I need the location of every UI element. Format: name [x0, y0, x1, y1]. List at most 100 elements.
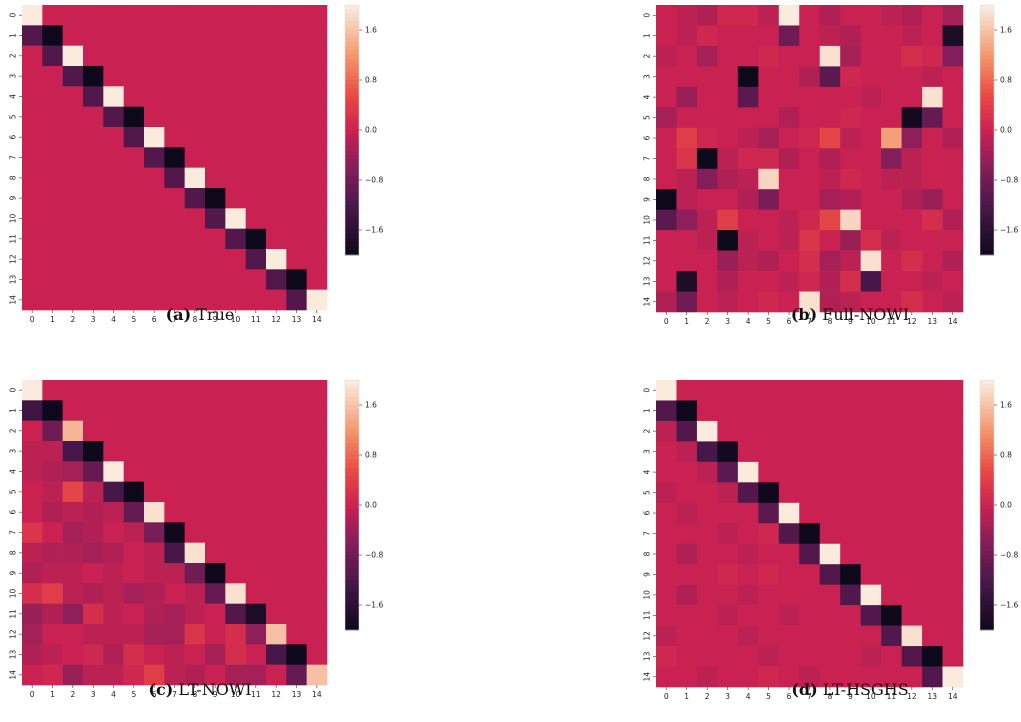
heatmap-cell-13-1 — [676, 271, 698, 292]
x-tick-label: 3 — [725, 317, 730, 326]
y-tick-label: 2 — [9, 53, 18, 58]
heatmap-cell-5-10 — [860, 482, 882, 504]
heatmap-cell-13-11 — [881, 271, 902, 292]
heatmap-cell-12-11 — [245, 624, 267, 645]
heatmap-cell-10-10 — [225, 583, 246, 604]
x-tick-label: 9 — [213, 315, 218, 324]
colorbar-segment — [345, 221, 359, 227]
y-tick-label: 13 — [643, 651, 652, 661]
heatmap-cell-7-12 — [266, 522, 287, 543]
colorbar-segment — [980, 500, 994, 506]
colorbar-segment — [980, 530, 994, 535]
heatmap-cell-3-12 — [266, 66, 287, 87]
heatmap-cell-0-10 — [225, 5, 246, 26]
heatmap-cell-13-11 — [881, 646, 902, 667]
heatmap-cell-6-1 — [676, 502, 698, 524]
heatmap-cell-3-10 — [225, 66, 246, 87]
heatmap-cell-7-9 — [840, 148, 861, 170]
heatmap-cell-12-5 — [123, 249, 145, 270]
colorbar-segment — [980, 217, 994, 223]
colorbar-segment — [345, 125, 359, 131]
heatmap-cell-3-9 — [205, 441, 226, 462]
heatmap-cell-0-7 — [164, 5, 185, 26]
heatmap-cell-10-11 — [245, 583, 267, 604]
heatmap-cell-4-14 — [942, 461, 964, 483]
x-tick-label: 6 — [787, 317, 792, 326]
heatmap-cell-6-10 — [225, 502, 246, 523]
heatmap-cell-2-9 — [840, 420, 861, 442]
heatmap-cell-7-4 — [103, 522, 124, 543]
heatmap-cell-14-5 — [123, 289, 145, 311]
heatmap-cell-0-0 — [656, 380, 677, 401]
heatmap-cell-0-12 — [266, 380, 287, 401]
heatmap-cell-11-1 — [676, 230, 698, 251]
heatmap-cell-10-12 — [901, 209, 923, 231]
heatmap-cell-4-14 — [942, 86, 964, 108]
heatmap-cell-9-13 — [922, 564, 943, 585]
colorbar-segment — [345, 5, 359, 10]
heatmap-cell-10-13 — [922, 209, 943, 231]
heatmap-cell-11-7 — [799, 605, 821, 626]
heatmap-cell-4-1 — [42, 461, 63, 482]
heatmap-cell-6-3 — [717, 127, 739, 149]
colorbar-segment — [345, 459, 359, 464]
heatmap-cell-12-7 — [164, 624, 185, 645]
heatmap-cell-8-13 — [922, 543, 943, 565]
heatmap-cell-8-5 — [123, 542, 145, 564]
heatmap-cell-5-9 — [840, 482, 861, 504]
heatmap-cell-9-8 — [819, 189, 841, 210]
caption-label: (b) — [791, 305, 817, 324]
colorbar-segment — [980, 588, 994, 593]
colorbar-segment — [980, 521, 994, 527]
heatmap-cell-1-4 — [103, 400, 124, 421]
heatmap-cell-12-13 — [922, 625, 943, 647]
heatmap-cell-8-0 — [656, 168, 677, 190]
heatmap-cell-10-14 — [306, 208, 328, 229]
heatmap-cell-5-9 — [205, 106, 226, 128]
colorbar-segment — [980, 434, 994, 439]
x-tick-label: 12 — [271, 690, 281, 699]
heatmap-cell-6-14 — [306, 502, 328, 523]
heatmap-cell-6-2 — [62, 502, 84, 523]
heatmap-cell-6-12 — [266, 127, 287, 148]
heatmap-cell-13-13 — [286, 644, 307, 665]
heatmap-cell-10-4 — [737, 209, 759, 231]
colorbar-segment — [980, 617, 994, 623]
heatmap-cell-9-11 — [881, 564, 902, 585]
colorbar-segment — [980, 88, 994, 93]
heatmap-cell-11-11 — [881, 605, 902, 626]
caption-label: (c) — [148, 680, 173, 699]
heatmap-cell-10-13 — [286, 208, 307, 229]
colorbar-segment — [345, 159, 359, 164]
heatmap-cell-4-1 — [42, 86, 63, 107]
heatmap-cell-12-5 — [758, 625, 780, 647]
heatmap-cell-1-9 — [205, 400, 226, 421]
heatmap-cell-4-4 — [103, 461, 124, 482]
heatmap-cell-1-7 — [164, 400, 185, 421]
colorbar-segment — [980, 213, 994, 218]
heatmap-cell-6-2 — [62, 127, 84, 148]
heatmap-cell-10-8 — [184, 583, 206, 604]
colorbar-segment — [980, 67, 994, 73]
x-tick-label: 11 — [251, 315, 261, 324]
x-tick-label: 9 — [213, 690, 218, 699]
colorbar-segment — [345, 471, 359, 477]
heatmap-cell-13-10 — [860, 646, 882, 667]
heatmap-cell-3-10 — [860, 441, 882, 463]
heatmap-cell-10-0 — [22, 208, 43, 229]
heatmap-cell-5-5 — [123, 481, 145, 503]
heatmap-cell-5-12 — [901, 107, 923, 129]
heatmap-cell-5-8 — [819, 107, 841, 129]
heatmap-cell-1-8 — [184, 400, 206, 421]
heatmap-cell-12-12 — [901, 250, 923, 272]
heatmap-cell-12-8 — [184, 624, 206, 645]
heatmap-cell-1-10 — [225, 400, 246, 421]
colorbar-segment — [980, 555, 994, 560]
caption-text: LT-HSGHS — [818, 680, 909, 699]
heatmap-cell-7-2 — [696, 148, 718, 170]
heatmap-cell-2-14 — [306, 45, 328, 67]
colorbar-segment — [980, 463, 994, 468]
heatmap-cell-2-10 — [225, 45, 246, 67]
colorbar-segment — [980, 571, 994, 577]
heatmap-cell-5-3 — [83, 106, 104, 128]
